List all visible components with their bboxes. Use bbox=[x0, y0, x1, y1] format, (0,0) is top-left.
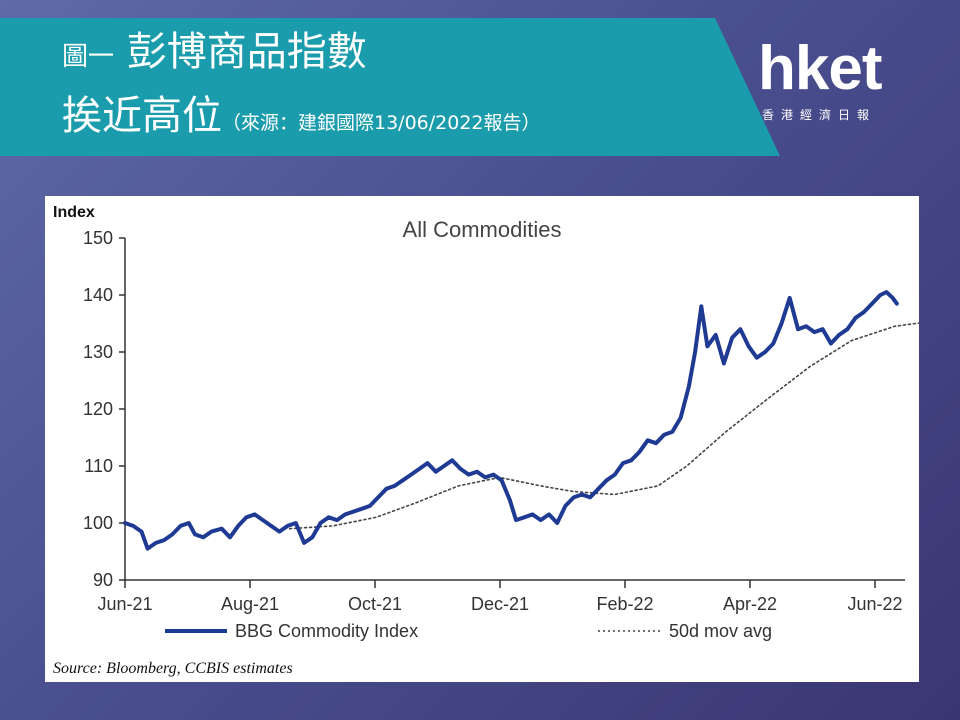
series-line-bbg-commodity-index bbox=[123, 290, 899, 551]
y-tick-label: 140 bbox=[83, 285, 113, 305]
x-tick-label: Dec-21 bbox=[471, 594, 529, 614]
source-note: （來源：建銀國際13/06/2022報告） bbox=[222, 112, 541, 134]
y-tick-label: 130 bbox=[83, 342, 113, 362]
hket-logo: hket 香港經濟日報 bbox=[758, 34, 918, 124]
legend: BBG Commodity Index 50d mov avg bbox=[165, 621, 772, 641]
x-tick-label: Apr-22 bbox=[723, 594, 777, 614]
x-tick-label: Aug-21 bbox=[221, 594, 279, 614]
title-line2: 挨近高位 bbox=[62, 93, 222, 139]
y-tick-label: 120 bbox=[83, 399, 113, 419]
header-band bbox=[0, 18, 780, 156]
source-text: Source: Bloomberg, CCBIS estimates bbox=[53, 660, 293, 677]
x-tick-label: Oct-21 bbox=[348, 594, 402, 614]
chart-card: Index All Commodities 90 100 110 120 130 140 1… bbox=[45, 196, 937, 682]
chart-title: All Commodities bbox=[403, 217, 562, 242]
page-title: 圖一 彭博商品指數 bbox=[62, 28, 367, 81]
x-tick-label: Jun-22 bbox=[847, 594, 902, 614]
y-tick-label: 110 bbox=[84, 456, 113, 476]
page-subtitle: 挨近高位（來源：建銀國際13/06/2022報告） bbox=[62, 92, 541, 147]
series-line-50d-mov-avg bbox=[288, 319, 937, 530]
y-tick-label: 150 bbox=[83, 228, 113, 248]
x-tick-label: Jun-21 bbox=[97, 594, 152, 614]
legend-label-bbg: BBG Commodity Index bbox=[235, 621, 418, 641]
title-main: 彭博商品指數 bbox=[126, 29, 367, 75]
y-axis-label: Index bbox=[53, 204, 95, 221]
logo-wordmark: hket bbox=[758, 34, 882, 103]
y-tick-label: 90 bbox=[93, 570, 113, 590]
commodity-line-chart: Index All Commodities 90 100 110 120 130 140 1… bbox=[53, 204, 937, 677]
y-tick-label: 100 bbox=[83, 513, 113, 533]
title-prefix: 圖一 bbox=[62, 42, 115, 72]
legend-label-ma: 50d mov avg bbox=[669, 621, 772, 641]
x-tick-label: Feb-22 bbox=[596, 594, 653, 614]
logo-subtitle: 香港經濟日報 bbox=[762, 108, 877, 122]
